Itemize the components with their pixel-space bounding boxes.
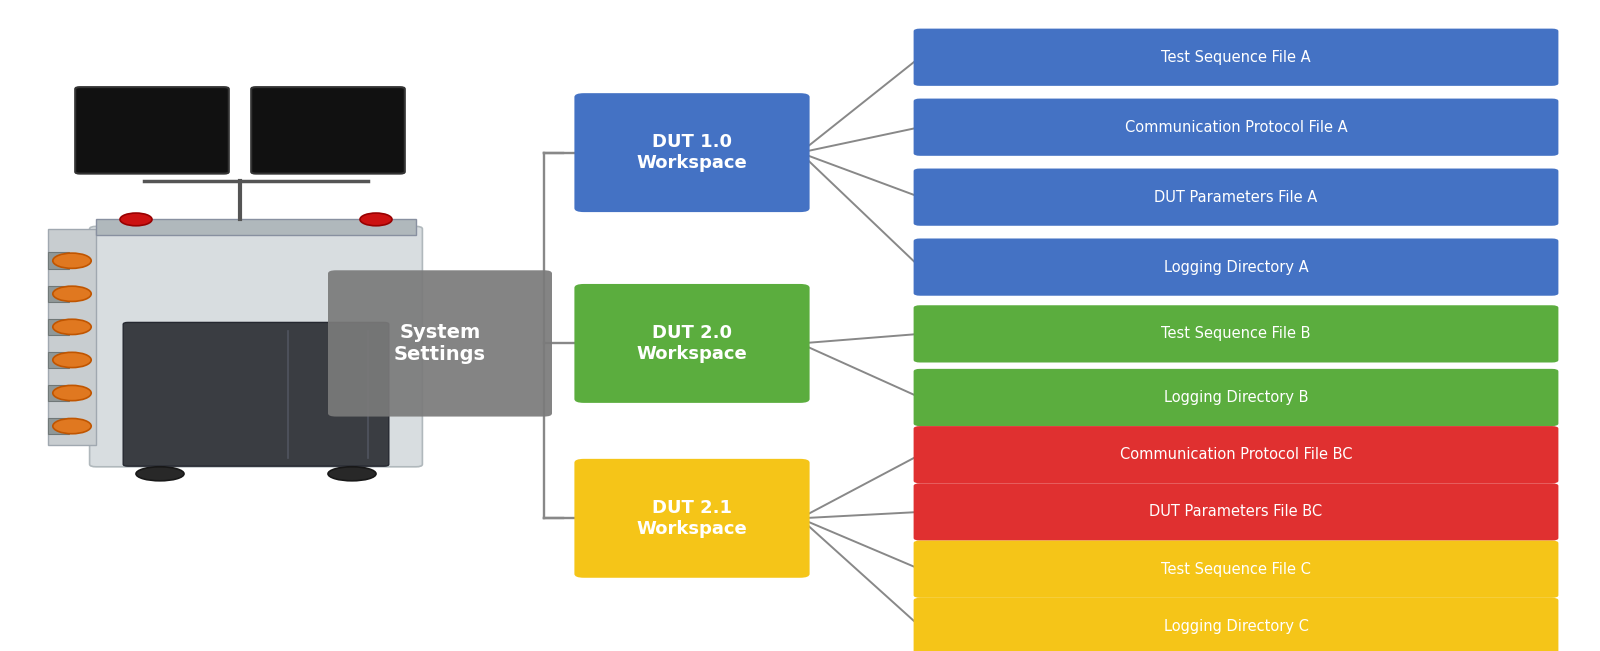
Bar [48, 352, 69, 368]
Text: DUT 2.1
Workspace: DUT 2.1 Workspace [637, 499, 747, 538]
FancyBboxPatch shape [574, 284, 810, 403]
FancyBboxPatch shape [251, 87, 405, 174]
FancyBboxPatch shape [328, 270, 552, 417]
Text: Test Sequence File C: Test Sequence File C [1162, 562, 1310, 577]
Text: Logging Directory C: Logging Directory C [1163, 619, 1309, 634]
FancyBboxPatch shape [914, 238, 1558, 296]
FancyBboxPatch shape [574, 93, 810, 212]
Text: Communication Protocol File BC: Communication Protocol File BC [1120, 447, 1352, 462]
Circle shape [53, 253, 91, 268]
Circle shape [53, 385, 91, 400]
Text: Test Sequence File B: Test Sequence File B [1162, 326, 1310, 341]
Text: Logging Directory B: Logging Directory B [1163, 390, 1309, 405]
FancyBboxPatch shape [914, 598, 1558, 651]
FancyBboxPatch shape [75, 87, 229, 174]
Bar [96, 219, 416, 235]
FancyBboxPatch shape [90, 227, 422, 467]
FancyBboxPatch shape [914, 426, 1558, 483]
FancyBboxPatch shape [914, 540, 1558, 598]
Text: Logging Directory A: Logging Directory A [1163, 260, 1309, 275]
Circle shape [53, 319, 91, 335]
Circle shape [360, 213, 392, 226]
Ellipse shape [136, 467, 184, 481]
Text: Communication Protocol File A: Communication Protocol File A [1125, 120, 1347, 135]
Bar [48, 286, 69, 302]
Text: Test Sequence File A: Test Sequence File A [1162, 49, 1310, 64]
FancyBboxPatch shape [574, 459, 810, 578]
Bar [48, 253, 69, 269]
Text: DUT 1.0
Workspace: DUT 1.0 Workspace [637, 133, 747, 172]
Bar [48, 418, 69, 434]
Circle shape [53, 352, 91, 368]
FancyBboxPatch shape [914, 169, 1558, 226]
Bar [48, 385, 69, 401]
FancyBboxPatch shape [914, 483, 1558, 540]
Text: DUT 2.0
Workspace: DUT 2.0 Workspace [637, 324, 747, 363]
FancyBboxPatch shape [914, 98, 1558, 156]
Text: DUT Parameters File A: DUT Parameters File A [1154, 189, 1318, 204]
Circle shape [120, 213, 152, 226]
Bar [48, 318, 69, 335]
Text: DUT Parameters File BC: DUT Parameters File BC [1149, 505, 1323, 519]
Circle shape [53, 419, 91, 434]
FancyBboxPatch shape [914, 29, 1558, 86]
Circle shape [53, 286, 91, 301]
FancyBboxPatch shape [123, 322, 389, 466]
Text: System
Settings: System Settings [394, 323, 486, 364]
Bar [48, 229, 96, 445]
FancyBboxPatch shape [914, 305, 1558, 363]
Ellipse shape [328, 467, 376, 481]
FancyBboxPatch shape [914, 369, 1558, 426]
